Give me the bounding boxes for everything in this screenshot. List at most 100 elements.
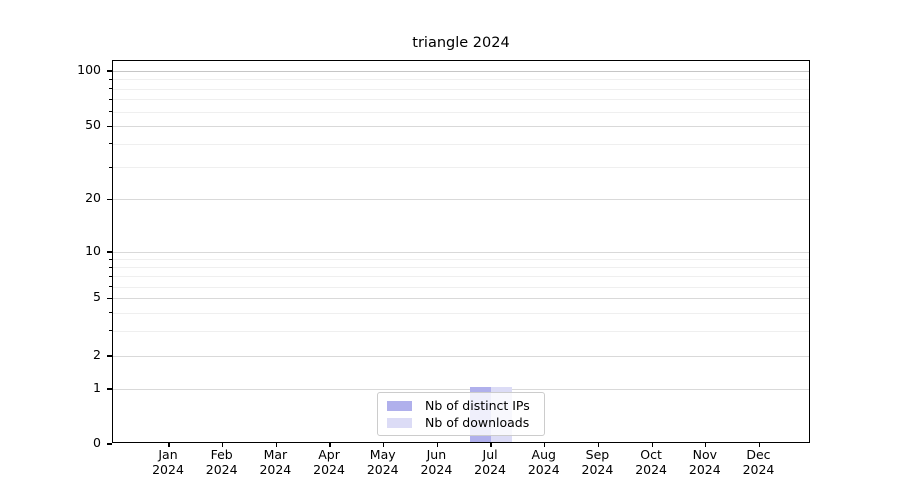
x-tick-label-year: 2024: [688, 462, 721, 477]
x-tick-label: Dec 2024: [728, 447, 788, 477]
y-major-tick: [107, 297, 112, 300]
minor-gridline: [113, 88, 809, 90]
y-minor-tick: [109, 258, 112, 260]
y-tick-label: 2: [93, 346, 101, 362]
legend-swatch-icon: [387, 417, 412, 428]
y-major-tick: [107, 388, 112, 390]
y-major-tick: [107, 355, 112, 357]
x-major-tick: [168, 442, 170, 448]
legend-swatch-icon: [387, 400, 412, 411]
x-tick-label-year: 2024: [205, 462, 238, 477]
major-gridline: [113, 70, 809, 72]
x-major-tick: [275, 442, 277, 448]
major-gridline: [113, 389, 809, 390]
x-major-tick: [383, 442, 385, 448]
x-tick-label-month: Feb: [210, 447, 233, 462]
x-major-tick: [222, 442, 224, 448]
x-tick-label-year: 2024: [527, 462, 560, 477]
x-tick-label-month: Jan: [158, 447, 178, 462]
legend: Nb of distinct IPs Nb of downloads: [377, 392, 545, 436]
x-tick-label-year: 2024: [366, 462, 399, 477]
y-tick-label: 20: [85, 190, 101, 206]
y-minor-tick: [109, 286, 112, 288]
x-tick-label-year: 2024: [313, 462, 345, 477]
x-major-tick: [544, 442, 546, 448]
y-major-tick: [107, 125, 112, 128]
x-tick-label: May 2024: [353, 447, 413, 477]
x-major-tick: [597, 442, 600, 448]
y-minor-tick: [109, 166, 112, 168]
x-tick-label: Sep 2024: [567, 447, 627, 477]
y-tick-label: 1: [93, 380, 101, 395]
x-tick-label-month: Mar: [263, 447, 288, 462]
major-gridline: [113, 126, 809, 128]
y-minor-tick: [109, 111, 112, 113]
y-tick-label: 10: [85, 243, 101, 258]
x-tick-label-month: Apr: [318, 447, 340, 462]
x-major-tick: [705, 442, 707, 448]
minor-gridline: [113, 276, 809, 278]
major-gridline: [113, 298, 809, 300]
x-tick-label-year: 2024: [420, 462, 453, 477]
x-tick-label: Mar 2024: [245, 447, 305, 477]
minor-gridline: [113, 99, 809, 101]
x-tick-label-month: Jul: [482, 447, 498, 462]
x-tick-label-year: 2024: [152, 462, 184, 477]
x-tick-label-year: 2024: [581, 462, 614, 477]
minor-gridline: [113, 143, 809, 145]
x-tick-label-year: 2024: [259, 462, 292, 477]
minor-gridline: [113, 259, 809, 261]
legend-label: Nb of downloads: [425, 415, 530, 430]
minor-gridline: [113, 167, 809, 169]
x-tick-label-month: Nov: [692, 447, 717, 462]
y-minor-tick: [109, 78, 112, 80]
x-tick-label-month: Oct: [640, 447, 662, 462]
x-tick-label-year: 2024: [635, 462, 668, 477]
x-tick-label: Jan 2024: [138, 447, 198, 477]
y-major-tick: [107, 251, 112, 253]
minor-gridline: [113, 312, 809, 314]
x-tick-label-year: 2024: [742, 462, 775, 477]
y-tick-label: 100: [77, 61, 101, 77]
legend-label: Nb of distinct IPs: [425, 398, 530, 413]
x-major-tick: [329, 442, 331, 448]
x-tick-label-month: Dec: [746, 447, 771, 462]
y-minor-tick: [109, 88, 112, 90]
major-gridline: [113, 252, 809, 253]
y-tick-label: 0: [93, 435, 101, 450]
x-tick-label: Jul 2024: [460, 447, 520, 477]
y-minor-tick: [109, 98, 112, 100]
chart-title: triangle 2024: [412, 35, 510, 51]
x-major-tick: [651, 442, 653, 448]
major-gridline: [113, 199, 809, 201]
minor-gridline: [113, 267, 809, 269]
x-tick-label-month: Sep: [585, 447, 610, 462]
y-minor-tick: [109, 266, 112, 268]
major-gridline: [113, 355, 809, 357]
y-major-tick: [107, 443, 112, 445]
minor-gridline: [113, 330, 809, 332]
legend-item: Nb of distinct IPs: [387, 398, 535, 413]
legend-item: Nb of downloads: [387, 415, 535, 430]
x-tick-label: Apr 2024: [299, 447, 359, 477]
y-major-tick: [107, 198, 112, 201]
x-major-tick: [436, 442, 438, 448]
minor-gridline: [113, 286, 809, 288]
x-major-tick: [490, 442, 492, 448]
x-tick-label: Oct 2024: [621, 447, 681, 477]
y-minor-tick: [109, 143, 112, 145]
y-minor-tick: [109, 312, 112, 314]
plot-area: [107, 60, 810, 448]
y-minor-tick: [109, 275, 112, 277]
y-tick-label: 5: [93, 289, 101, 305]
y-major-tick: [107, 70, 112, 72]
minor-gridline: [113, 111, 809, 113]
x-tick-label-month: Aug: [531, 447, 556, 462]
x-tick-label-month: Jun: [426, 447, 447, 462]
x-tick-label-month: May: [369, 447, 396, 462]
x-tick-label-year: 2024: [474, 462, 506, 477]
y-tick-label: 50: [85, 117, 101, 133]
x-tick-label: Aug 2024: [514, 447, 574, 477]
x-tick-label: Jun 2024: [406, 447, 466, 477]
